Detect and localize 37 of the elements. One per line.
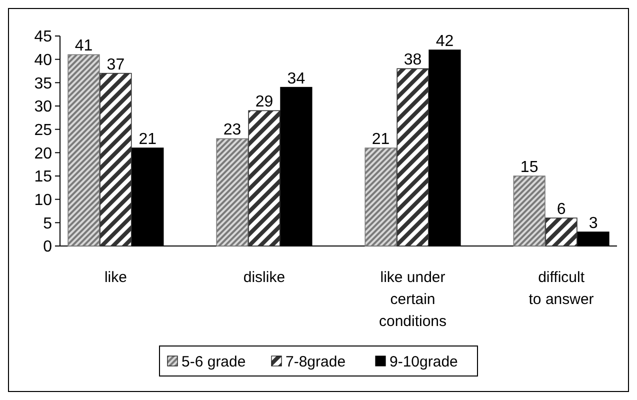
y-tick-label: 45 (34, 28, 52, 46)
x-tick-label: like (104, 269, 127, 286)
y-tick-label: 35 (34, 75, 52, 92)
data-label: 21 (372, 131, 390, 148)
bar (545, 218, 578, 246)
data-label: 21 (138, 131, 157, 148)
y-tick-label: 0 (43, 238, 52, 256)
bar (216, 138, 248, 246)
y-tick-label: 30 (34, 98, 52, 116)
legend-label: 9-10grade (390, 353, 458, 370)
data-label: 37 (106, 56, 125, 74)
data-label: 15 (520, 159, 538, 176)
y-tick-label: 20 (34, 145, 52, 162)
data-label: 23 (223, 122, 242, 139)
data-label: 41 (74, 38, 93, 55)
x-tick-label: like under certain conditions (378, 269, 447, 330)
data-label: 38 (404, 52, 422, 69)
bar (68, 54, 100, 246)
y-tick-label: 5 (43, 215, 52, 232)
data-label: 6 (556, 201, 566, 218)
bar (100, 72, 132, 246)
data-label: 3 (588, 215, 598, 232)
bar (248, 110, 280, 246)
y-tick-label: 40 (34, 52, 52, 69)
x-tick-label: dislike (243, 269, 286, 286)
bar (396, 68, 429, 246)
data-label: 29 (255, 94, 274, 111)
x-tick-label: difficult to answer (528, 269, 594, 308)
y-tick-label: 10 (34, 192, 52, 209)
bar (364, 148, 397, 246)
data-label: 34 (287, 70, 306, 88)
legend-label: 5-6 grade (182, 353, 246, 370)
data-label: 42 (436, 33, 454, 50)
bar (513, 176, 546, 246)
y-tick-label: 15 (34, 168, 52, 186)
legend-label: 7-8grade (286, 353, 346, 370)
y-tick-label: 25 (34, 122, 52, 139)
